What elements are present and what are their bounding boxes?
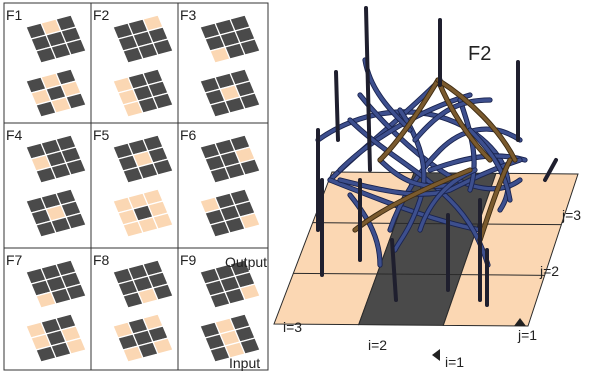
input-grid	[199, 68, 261, 118]
panel-label: F8	[93, 252, 110, 268]
output-grid	[199, 14, 261, 64]
grid-cell	[152, 38, 174, 56]
input-grid	[25, 313, 87, 363]
i-direction-arrow	[432, 349, 440, 361]
panel-label: F3	[180, 7, 197, 23]
panel-label: F2	[93, 7, 110, 23]
post	[390, 238, 398, 302]
panel-f1: F1	[6, 7, 87, 118]
tube-blue	[393, 108, 426, 252]
output-grid	[25, 14, 87, 64]
panel-f3: F3	[180, 7, 261, 118]
input-grid	[112, 188, 174, 238]
input-grid	[112, 68, 174, 118]
output-grid	[112, 134, 174, 184]
panel-f5: F5	[93, 127, 174, 238]
grid-cell	[152, 92, 174, 110]
post	[364, 6, 372, 172]
post	[543, 158, 558, 182]
output-grid	[25, 134, 87, 184]
grid-cell	[65, 283, 87, 301]
tube-blue	[328, 178, 482, 232]
tube-blue	[338, 93, 472, 172]
vertical-posts	[316, 6, 558, 307]
output-grid	[112, 259, 174, 309]
input-grid	[199, 313, 261, 363]
grid-cell	[239, 283, 261, 301]
tube-brown	[436, 78, 517, 162]
floor-row-line	[312, 222, 562, 226]
grid-cell	[65, 158, 87, 176]
panel-label: F5	[93, 127, 110, 143]
grid-cell	[152, 212, 174, 230]
post	[334, 70, 340, 142]
input-grid	[25, 68, 87, 118]
floor-row-line	[293, 272, 545, 276]
row-label: i=3	[283, 319, 302, 335]
panel-f6: F6	[180, 127, 261, 238]
annotation-output: Output	[225, 254, 267, 270]
annotation-input: Input	[229, 355, 260, 371]
row-label: i=1	[445, 354, 464, 370]
grid-cell	[152, 158, 174, 176]
panels-outer-border	[3, 2, 269, 371]
output-grid	[112, 14, 174, 64]
tube-blue	[378, 158, 452, 188]
grid-cell	[239, 92, 261, 110]
panel-f7: F7	[6, 252, 87, 363]
tube-brown	[478, 158, 512, 242]
column-label: j=2	[539, 263, 559, 279]
grid-cell	[239, 212, 261, 230]
grid-cell	[239, 158, 261, 176]
grid-cell	[152, 337, 174, 355]
panel-borders	[3, 2, 269, 371]
tube-blue	[468, 128, 512, 202]
panel-f2: F2	[93, 7, 174, 118]
tube-blue	[458, 98, 476, 192]
grid-cell	[239, 337, 261, 355]
tube-blue	[348, 193, 382, 267]
grid-cell	[65, 337, 87, 355]
input-grid	[199, 188, 261, 238]
tube-blue	[338, 158, 522, 196]
input-grid	[25, 188, 87, 238]
tube-brown	[378, 78, 440, 162]
row-label: i=2	[368, 337, 387, 353]
panel-f9: F9	[180, 252, 261, 363]
column-label: j=3	[561, 207, 581, 223]
grid-cell	[239, 38, 261, 56]
output-grid	[199, 134, 261, 184]
floor-labels: i=3 i=2 i=1 j=3 j=2 j=1	[283, 207, 581, 370]
grid-cell	[152, 283, 174, 301]
panel-label: F6	[180, 127, 197, 143]
output-grid	[199, 259, 261, 309]
panel-f4: F4	[6, 127, 87, 238]
function-panels-grid: F1 F2 F3 F4 F5 F6 F7 F8 F9	[6, 7, 261, 363]
structure-rendering: i=3 i=2 i=1 j=3 j=2 j=1 F2	[273, 6, 581, 370]
grid-cell	[65, 38, 87, 56]
grid-cell	[65, 92, 87, 110]
grid-cell	[65, 212, 87, 230]
structure-title: F2	[468, 43, 491, 65]
panel-label: F4	[6, 127, 23, 143]
panel-label: F9	[180, 252, 197, 268]
panel-label: F7	[6, 252, 23, 268]
tube-brown	[436, 78, 492, 162]
tube-outline	[362, 57, 413, 133]
input-grid	[112, 313, 174, 363]
j-direction-arrow	[514, 318, 526, 326]
output-grid	[25, 259, 87, 309]
column-label: j=1	[517, 327, 537, 343]
tube-brown	[353, 168, 472, 232]
panel-f8: F8	[93, 252, 174, 363]
panel-label: F1	[6, 7, 23, 23]
